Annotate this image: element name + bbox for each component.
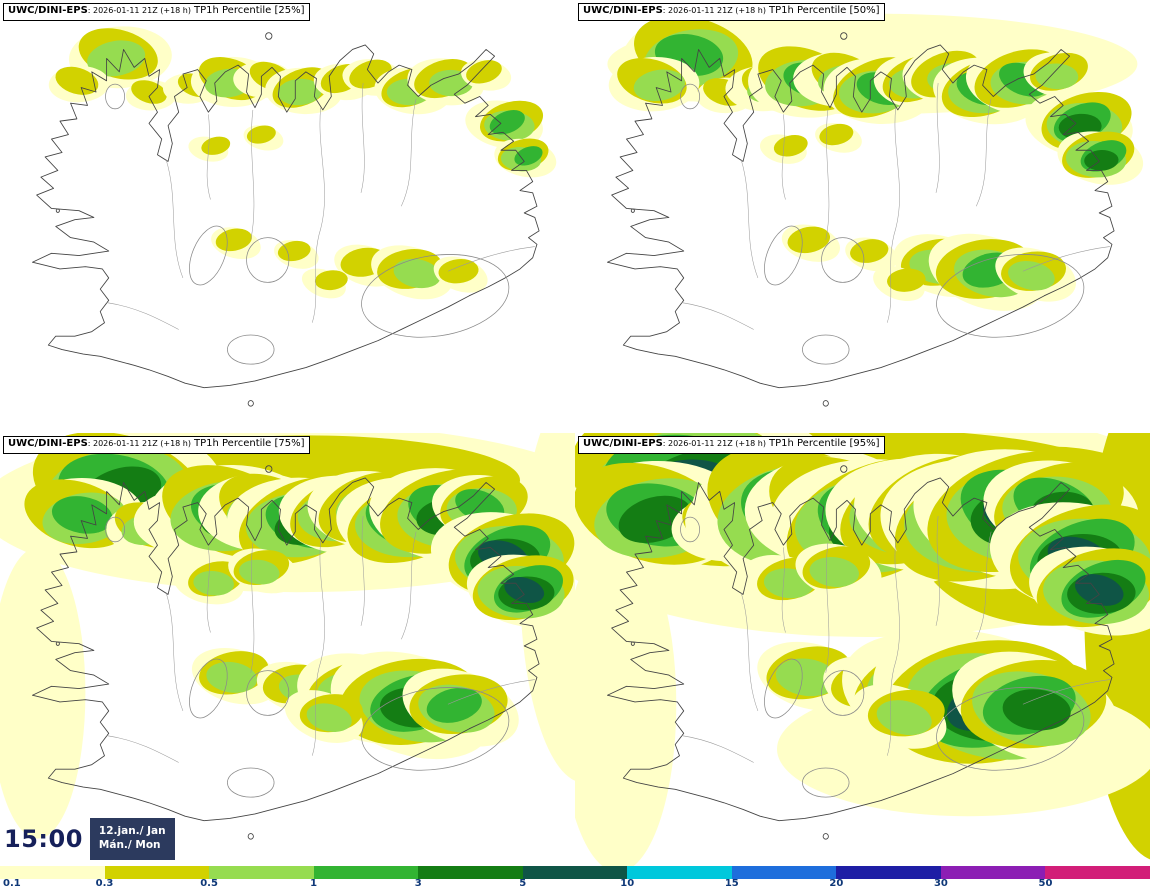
colorbar-label: 5 [519, 878, 527, 889]
colorbar-label: 0.5 [200, 878, 218, 889]
field-label: TP1h Percentile [95%] [768, 438, 880, 449]
colorbar-label: 1 [310, 878, 318, 889]
iceland-map-75 [0, 433, 575, 840]
colorbar-swatches [0, 866, 1150, 879]
colorbar-swatch [0, 866, 105, 879]
valid-date-box: 12.jan./ Jan Mán./ Mon [89, 818, 175, 860]
colorbar-swatch [418, 866, 523, 879]
valid-time-clock: 15:00 [4, 825, 83, 853]
panel-title-75: UWC/DINI-EPS: 2026-01-11 21Z (+18 h) TP1h… [3, 436, 310, 454]
colorbar-swatch [522, 866, 628, 879]
run-label: : 2026-01-11 21Z (+18 h) [662, 439, 766, 448]
colorbar-label: 30 [933, 878, 948, 889]
colorbar-label: 20 [829, 878, 844, 889]
precip-field-50 [607, 13, 1144, 311]
colorbar-swatch [104, 866, 210, 879]
panel-title-25: UWC/DINI-EPS: 2026-01-11 21Z (+18 h) TP1h… [3, 3, 310, 21]
model-label: UWC/DINI-EPS [583, 438, 663, 449]
colorbar-swatch [313, 866, 419, 879]
valid-day: Mán./ Mon [98, 839, 161, 851]
iceland-map-25 [31, 26, 557, 407]
model-label: UWC/DINI-EPS [8, 5, 88, 16]
colorbar-label: 50 [1038, 878, 1053, 889]
iceland-map-50 [606, 13, 1144, 407]
colorbar-swatch [940, 866, 1046, 879]
map-panel-50: UWC/DINI-EPS: 2026-01-11 21Z (+18 h) TP1h… [575, 0, 1150, 433]
run-label: : 2026-01-11 21Z (+18 h) [87, 439, 191, 448]
colorbar-swatch [1045, 866, 1150, 879]
field-label: TP1h Percentile [75%] [193, 438, 305, 449]
precip-colorbar: 0.1 0.3 0.5 1 3 5 10 15 20 30 50 [0, 866, 1150, 891]
panel-title-95: UWC/DINI-EPS: 2026-01-11 21Z (+18 h) TP1h… [578, 436, 885, 454]
model-label: UWC/DINI-EPS [583, 5, 663, 16]
precip-field-25 [48, 26, 557, 300]
colorbar-swatch [209, 866, 314, 879]
colorbar-label: 10 [620, 878, 635, 889]
run-label: : 2026-01-11 21Z (+18 h) [87, 6, 191, 15]
colorbar-swatch [836, 866, 941, 879]
valid-time-box: 15:00 12.jan./ Jan Mán./ Mon [4, 818, 175, 860]
map-panel-25: UWC/DINI-EPS: 2026-01-11 21Z (+18 h) TP1h… [0, 0, 575, 433]
colorbar-label: 3 [414, 878, 422, 889]
iceland-map-95 [575, 433, 1150, 866]
field-label: TP1h Percentile [25%] [193, 5, 305, 16]
colorbar-swatch [627, 866, 732, 879]
panel-title-50: UWC/DINI-EPS: 2026-01-11 21Z (+18 h) TP1h… [578, 3, 885, 21]
precip-field-75 [0, 433, 575, 839]
valid-date: 12.jan./ Jan [98, 825, 166, 838]
colorbar-label: 15 [724, 878, 739, 889]
model-label: UWC/DINI-EPS [8, 438, 88, 449]
colorbar-labels: 0.1 0.3 0.5 1 3 5 10 15 20 30 50 [0, 878, 1150, 891]
colorbar-label: 0.1 [3, 878, 21, 889]
colorbar-label: 0.3 [95, 878, 114, 889]
run-label: : 2026-01-11 21Z (+18 h) [662, 6, 766, 15]
colorbar-swatch [731, 866, 837, 879]
map-panel-95: UWC/DINI-EPS: 2026-01-11 21Z (+18 h) TP1h… [575, 433, 1150, 866]
field-label: TP1h Percentile [50%] [768, 5, 880, 16]
precip-field-95 [575, 433, 1150, 866]
map-panel-75: UWC/DINI-EPS: 2026-01-11 21Z (+18 h) TP1h… [0, 433, 575, 866]
